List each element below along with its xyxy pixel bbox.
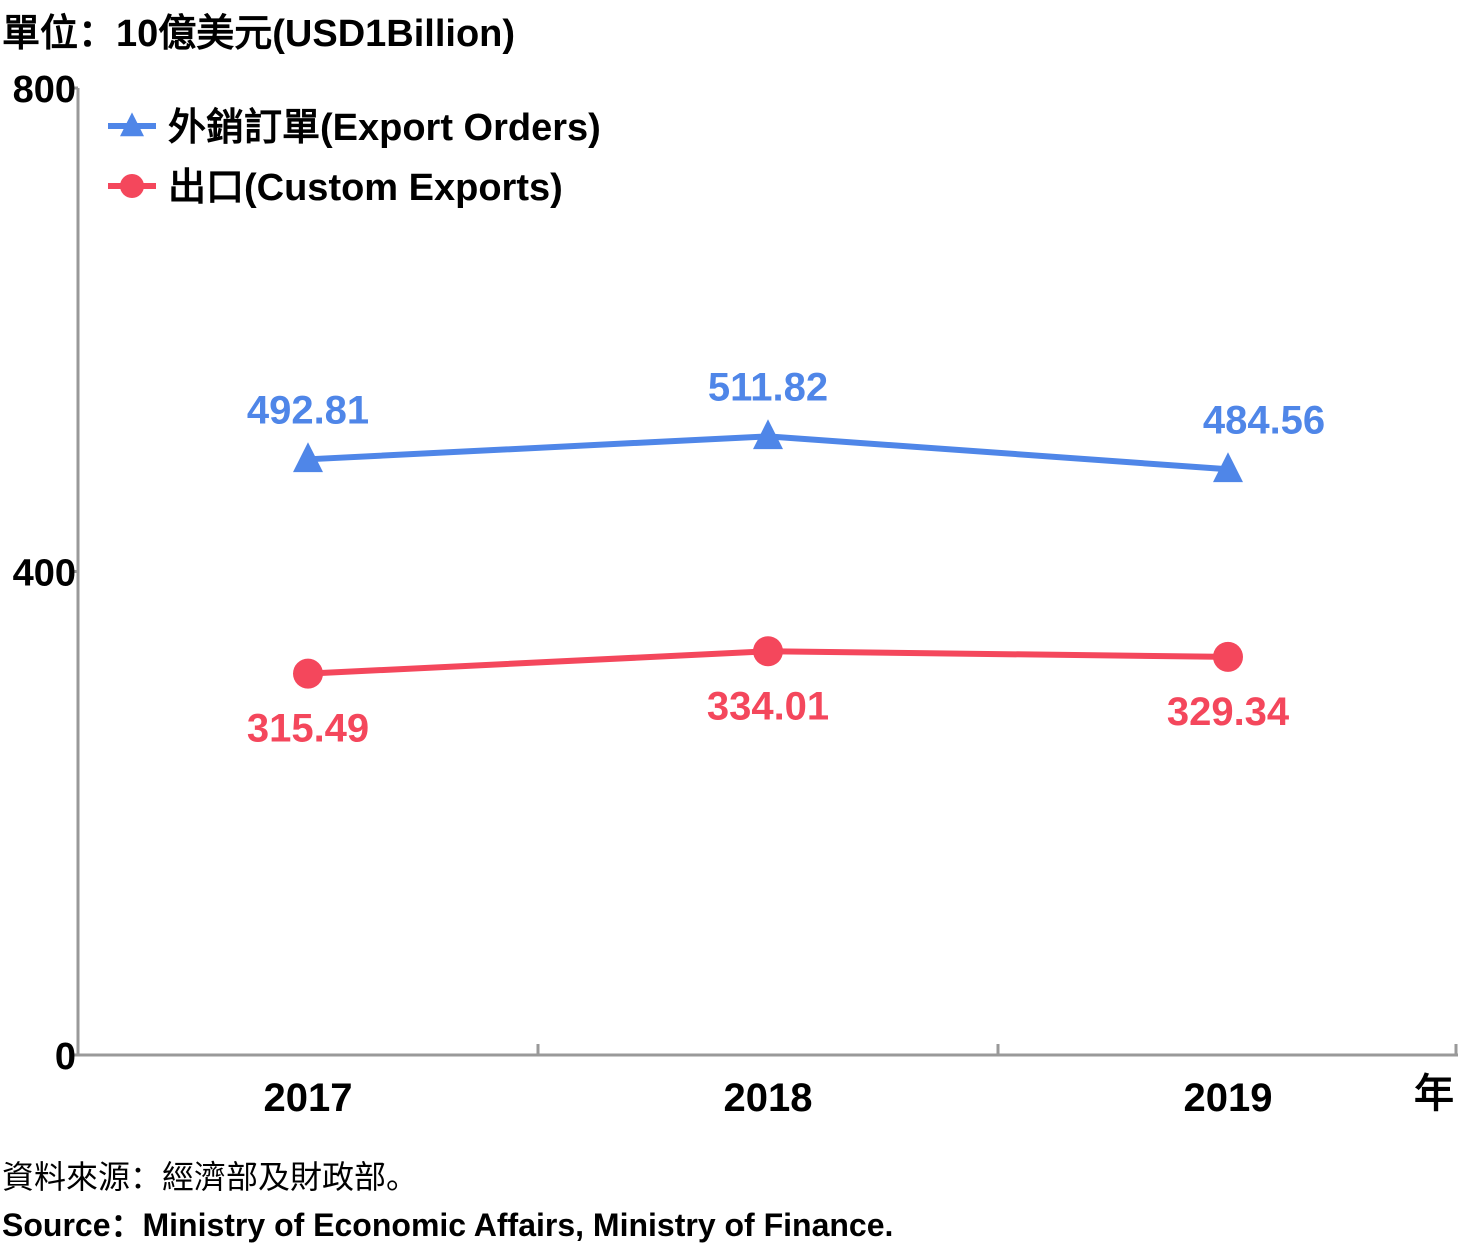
y-tick-label: 400: [13, 553, 76, 595]
series-custom-exports: 315.49 334.01 329.34: [247, 636, 1290, 751]
data-point-triangle: [293, 442, 323, 473]
data-point-circle: [120, 174, 144, 198]
data-point-triangle: [753, 419, 783, 450]
legend-item: 外銷訂單(Export Orders): [108, 107, 601, 149]
data-label: 484.56: [1203, 398, 1325, 442]
data-point-triangle: [1213, 452, 1243, 483]
source-note-english: Source：Ministry of Economic Affairs, Min…: [2, 1207, 894, 1243]
legend-item: 出口(Custom Exports): [108, 167, 563, 209]
legend-label: 出口(Custom Exports): [168, 167, 563, 209]
data-point-circle: [753, 636, 783, 667]
series-export-orders: 492.81 511.82 484.56: [247, 365, 1325, 483]
x-tick-label: 2017: [264, 1076, 353, 1120]
data-label: 315.49: [247, 707, 369, 751]
chart-axes: 0 400 800 2017 2018 2019 年: [13, 69, 1458, 1120]
data-point-circle: [1213, 641, 1243, 672]
y-tick-label: 0: [55, 1036, 76, 1078]
x-axis-unit-label: 年: [1414, 1072, 1454, 1116]
source-note-chinese: 資料來源：經濟部及財政部。: [2, 1158, 419, 1196]
data-label: 334.01: [707, 684, 829, 728]
x-tick-label: 2018: [724, 1076, 813, 1120]
data-label: 511.82: [708, 365, 828, 409]
y-tick-label: 800: [13, 69, 76, 111]
data-label: 329.34: [1167, 690, 1290, 734]
unit-label: 單位：10億美元(USD1Billion): [2, 13, 516, 55]
x-tick-label: 2019: [1184, 1076, 1273, 1120]
data-label: 492.81: [247, 388, 369, 432]
legend-label: 外銷訂單(Export Orders): [168, 107, 601, 149]
data-point-triangle: [120, 112, 144, 137]
line-chart: 0 400 800 2017 2018 2019 年 492.81 511.82 484.56 3…: [13, 69, 1458, 1120]
data-point-circle: [293, 658, 323, 689]
chart-legend: 外銷訂單(Export Orders) 出口(Custom Exports): [108, 107, 601, 209]
chart-series: 492.81 511.82 484.56 315.49 334.01 329.34: [247, 365, 1325, 750]
